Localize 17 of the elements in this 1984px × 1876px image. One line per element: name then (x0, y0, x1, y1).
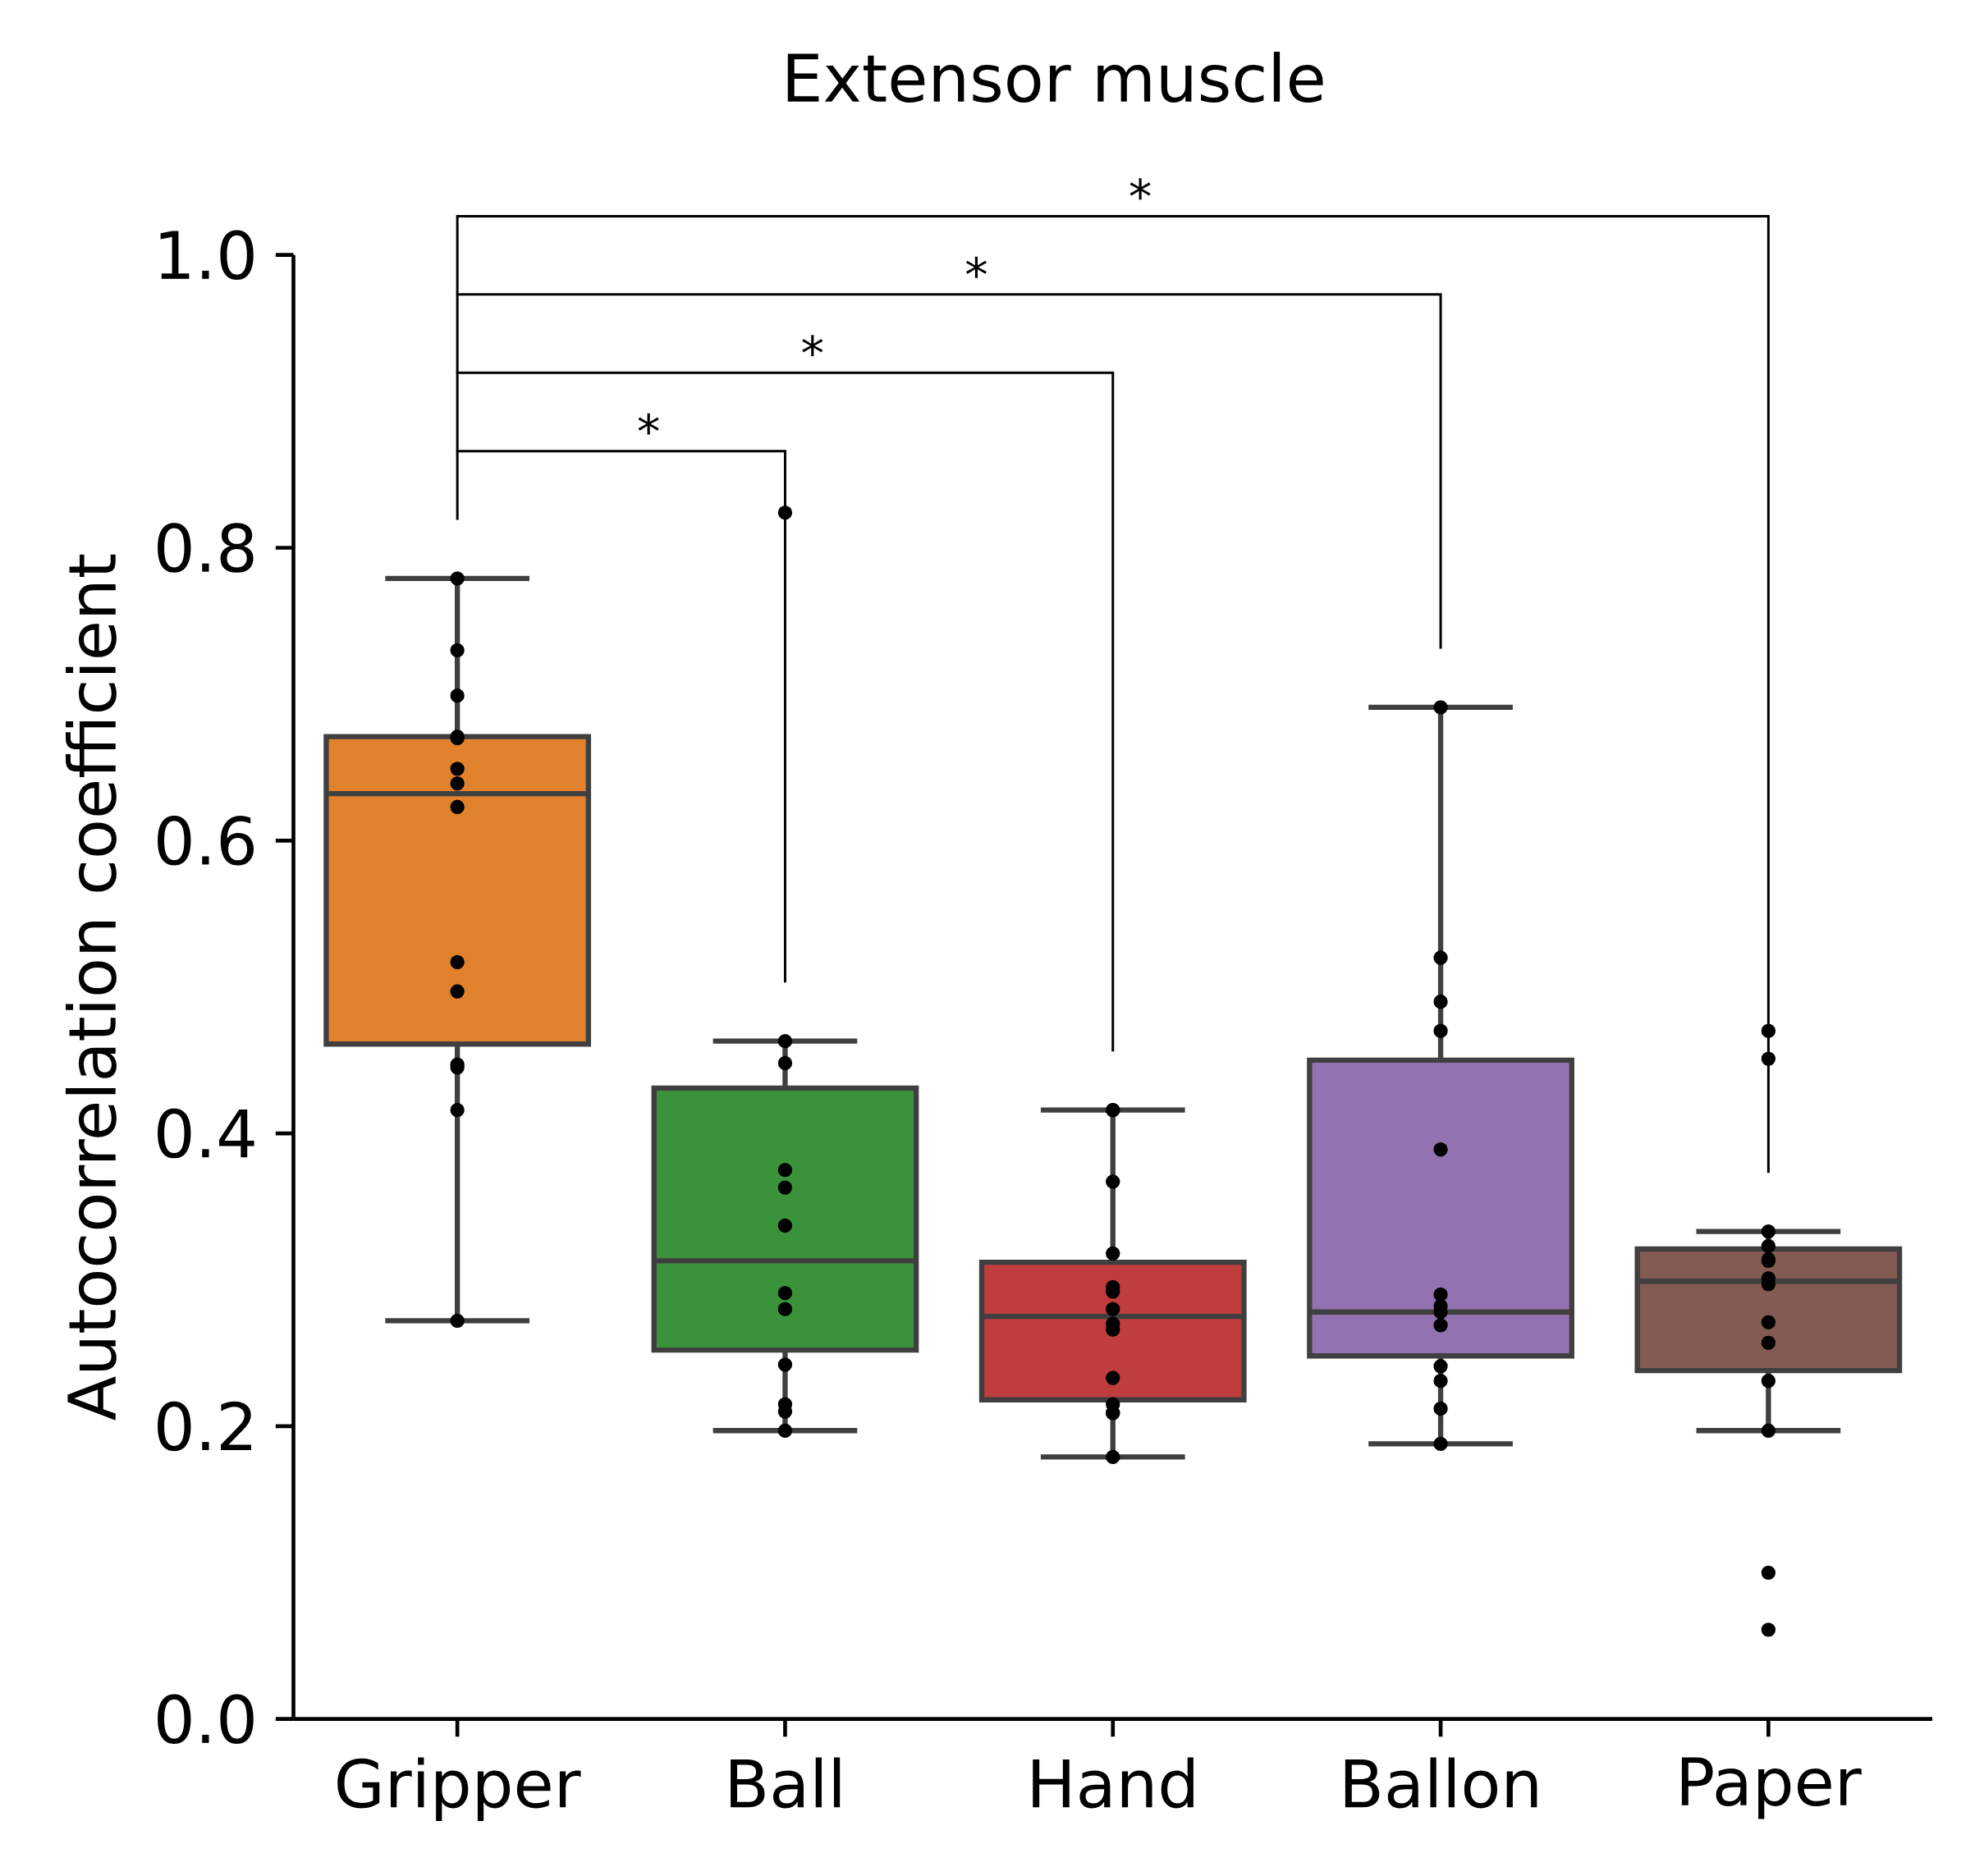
chart-title: Extensor muscle (787, 52, 1323, 103)
annotation: * (638, 413, 659, 435)
x-tick-label: Ballon (1345, 1757, 1537, 1809)
x-tick-label: Hand (1033, 1757, 1194, 1809)
annotation: * (802, 335, 823, 357)
x-tick-label: Ball (731, 1757, 841, 1809)
text: * (1129, 178, 1151, 200)
y-tick-label: 0.0 (158, 1694, 254, 1744)
annotation: * (965, 256, 987, 278)
y-tick-label: 0.8 (158, 523, 254, 573)
x-tick-label: Gripper (337, 1757, 581, 1821)
y-tick-label: 1.0 (160, 230, 254, 280)
y-axis-title: Autocorrelation coefficient (66, 554, 117, 1421)
y-tick-label: 0.2 (158, 1401, 252, 1452)
y-tick-label: 0.4 (158, 1108, 254, 1159)
y-tick-label: 0.6 (158, 816, 254, 866)
x-tick-label: Paper (1681, 1757, 1862, 1819)
